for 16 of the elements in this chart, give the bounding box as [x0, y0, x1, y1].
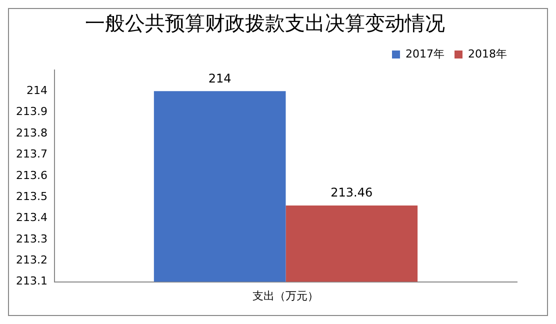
- y-tick-label: 213.2: [16, 253, 48, 266]
- y-tick-label: 213.3: [16, 232, 48, 246]
- y-tick-label: 213.7: [16, 148, 48, 161]
- legend-label: 2017年: [406, 47, 445, 60]
- y-tick-label: 213.9: [16, 105, 48, 118]
- legend-label: 2018年: [468, 47, 508, 60]
- y-tick-label: 213.4: [16, 211, 48, 224]
- data-label: 214: [208, 71, 232, 86]
- y-tick-label: 213.1: [16, 274, 48, 288]
- x-tick-label: 支出（万元）: [252, 289, 319, 302]
- y-tick-label: 214: [26, 84, 48, 98]
- y-tick-label: 213.5: [16, 190, 48, 203]
- y-tick-label: 213.6: [16, 168, 48, 182]
- y-tick-label: 213.8: [16, 126, 48, 140]
- data-label: 213.46: [330, 186, 373, 200]
- chart-title: 一般公共预算财政拨款支出决算变动情况: [85, 11, 445, 36]
